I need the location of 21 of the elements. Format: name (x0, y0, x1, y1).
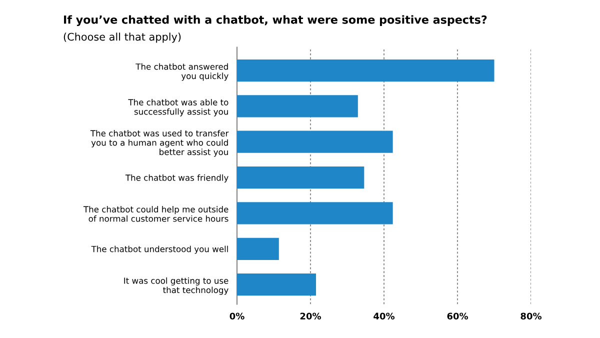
bar (237, 202, 393, 224)
chart-title: If you’ve chatted with a chatbot, what were some positive aspects? (64, 15, 487, 26)
y-tick-label: The chatbot answered you quickly (136, 63, 228, 81)
bar (237, 274, 316, 296)
y-tick-label: The chatbot was friendly (125, 174, 228, 182)
bar (237, 95, 358, 118)
text: (Choose all that apply) (64, 32, 181, 43)
x-tick-label: 60% (447, 312, 468, 320)
bar (237, 59, 494, 82)
x-tick-label: 40% (374, 312, 395, 320)
x-tick-label: 0% (230, 312, 244, 320)
bar (237, 238, 279, 260)
y-tick-label: The chatbot was used to transfer you to a human agent who could better assist you (90, 130, 229, 157)
bar (237, 130, 393, 153)
y-tick-label: It was cool getting to use that technology (124, 277, 228, 295)
x-tick-label: 20% (300, 312, 322, 320)
bar (237, 166, 364, 189)
x-tick-label: 80% (520, 312, 542, 320)
y-tick-label: The chatbot understood you well (91, 246, 228, 254)
y-tick-label: The chatbot was able to successfully assist you (128, 98, 228, 116)
y-tick-label: The chatbot could help me outside of normal customer service hours (83, 206, 228, 222)
